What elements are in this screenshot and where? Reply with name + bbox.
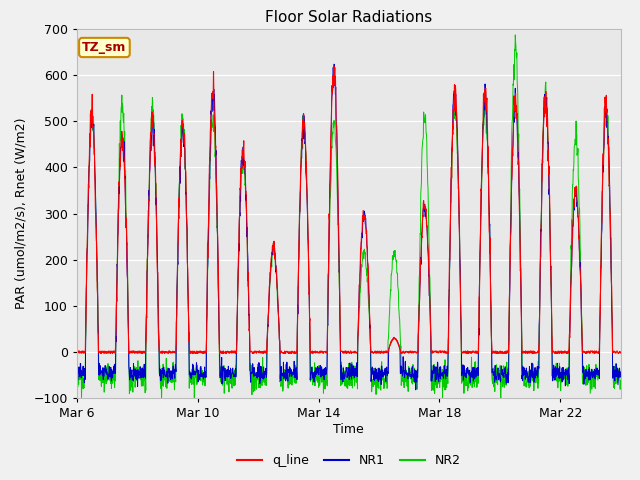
X-axis label: Time: Time — [333, 423, 364, 436]
NR1 — [617, 374, 625, 380]
q_line — [617, 349, 625, 355]
q_line — [543, 104, 550, 109]
NR1 — [330, 61, 338, 67]
Title: Floor Solar Radiations: Floor Solar Radiations — [265, 10, 433, 25]
NR1 — [307, 377, 314, 383]
NR2 — [511, 32, 519, 38]
NR2 — [543, 101, 550, 107]
NR1 — [105, 373, 113, 379]
NR1 — [543, 97, 550, 103]
NR2 — [157, 398, 165, 404]
Line: NR2: NR2 — [77, 35, 621, 401]
NR2 — [73, 391, 81, 397]
Line: q_line: q_line — [77, 66, 621, 354]
NR2 — [307, 378, 314, 384]
NR1 — [423, 228, 431, 234]
NR2 — [363, 272, 371, 278]
q_line — [423, 224, 431, 229]
Text: TZ_sm: TZ_sm — [82, 41, 127, 54]
q_line — [315, 350, 323, 356]
q_line — [307, 348, 314, 354]
NR2 — [105, 375, 113, 381]
q_line — [499, 351, 506, 357]
q_line — [73, 349, 81, 355]
q_line — [105, 350, 113, 356]
NR1 — [363, 231, 371, 237]
Y-axis label: PAR (umol/m2/s), Rnet (W/m2): PAR (umol/m2/s), Rnet (W/m2) — [15, 118, 28, 309]
Line: NR1: NR1 — [77, 64, 621, 390]
NR2 — [423, 138, 431, 144]
q_line — [330, 63, 338, 69]
q_line — [363, 228, 371, 234]
Legend: q_line, NR1, NR2: q_line, NR1, NR2 — [232, 449, 466, 472]
NR1 — [412, 387, 420, 393]
NR1 — [73, 359, 81, 365]
NR2 — [617, 381, 625, 386]
NR1 — [315, 372, 323, 378]
NR2 — [316, 372, 323, 377]
